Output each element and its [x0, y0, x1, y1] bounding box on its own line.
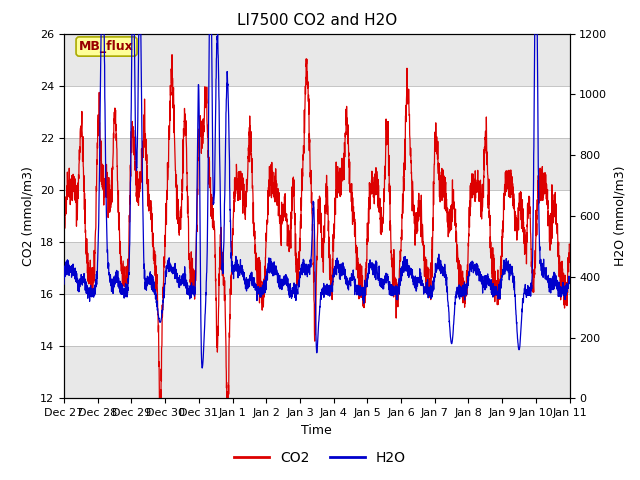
X-axis label: Time: Time [301, 424, 332, 437]
Bar [64, 346, 570, 398]
Y-axis label: CO2 (mmol/m3): CO2 (mmol/m3) [22, 166, 35, 266]
Bar [64, 34, 570, 86]
Y-axis label: H2O (mmol/m3): H2O (mmol/m3) [613, 166, 626, 266]
Title: LI7500 CO2 and H2O: LI7500 CO2 and H2O [237, 13, 397, 28]
Legend: CO2, H2O: CO2, H2O [228, 445, 412, 471]
Bar [64, 138, 570, 190]
Bar [64, 242, 570, 294]
Text: MB_flux: MB_flux [79, 40, 134, 53]
